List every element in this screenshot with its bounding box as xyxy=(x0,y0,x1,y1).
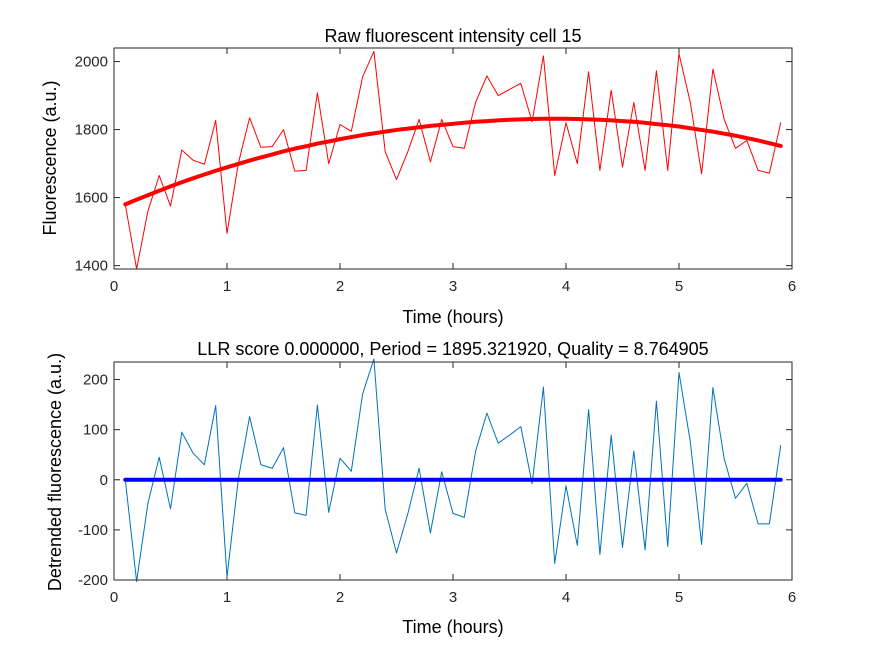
bottom-chart-y-tick-label: 0 xyxy=(100,472,108,489)
top-chart: Raw fluorescent intensity cell 15 Time (… xyxy=(40,26,796,327)
bottom-chart: LLR score 0.000000, Period = 1895.321920… xyxy=(45,339,796,637)
bottom-chart-y-tick-label: 200 xyxy=(83,372,108,389)
top-chart-x-axis-label: Time (hours) xyxy=(402,307,503,327)
bottom-chart-y-axis-label: Detrended fluorescence (a.u.) xyxy=(45,353,65,591)
bottom-chart-x-axis-label: Time (hours) xyxy=(402,617,503,637)
top-chart-x-tick-label: 3 xyxy=(449,278,457,295)
bottom-chart-series xyxy=(123,358,783,582)
top-chart-y-tick-label: 1800 xyxy=(75,122,108,139)
top-chart-y-tick-label: 1600 xyxy=(75,190,108,207)
bottom-chart-x-tick-label: 4 xyxy=(562,589,570,606)
top-chart-x-tick-label: 5 xyxy=(675,278,683,295)
top-chart-x-tick-label: 4 xyxy=(562,278,570,295)
bottom-chart-x-tick-label: 2 xyxy=(336,589,344,606)
top-chart-ticks: 0 1 2 3 4 5 6 1400 1600 1800 2000 xyxy=(75,48,796,295)
bottom-chart-x-tick-label: 6 xyxy=(788,589,796,606)
top-chart-y-axis-label: Fluorescence (a.u.) xyxy=(40,80,60,235)
top-chart-title: Raw fluorescent intensity cell 15 xyxy=(324,26,581,46)
top-chart-axes-box xyxy=(113,47,793,270)
top-chart-x-tick-label: 1 xyxy=(223,278,231,295)
bottom-chart-axes-box xyxy=(113,361,793,581)
top-chart-series xyxy=(123,50,783,270)
top-chart-y-tick-label: 1400 xyxy=(75,258,108,275)
bottom-chart-series-data-line xyxy=(124,358,782,582)
bottom-chart-x-tick-label: 3 xyxy=(449,589,457,606)
bottom-chart-x-tick-label: 0 xyxy=(110,589,118,606)
top-chart-y-tick-label: 2000 xyxy=(75,54,108,71)
bottom-chart-y-tick-label: -100 xyxy=(78,522,108,539)
top-chart-series-data-line xyxy=(124,50,782,270)
bottom-chart-y-tick-label: 100 xyxy=(83,422,108,439)
bottom-chart-y-tick-label: -200 xyxy=(78,572,108,589)
top-chart-series-trend-line xyxy=(123,116,783,207)
bottom-chart-ticks: 0 1 2 3 4 5 6 -200 -100 0 100 200 xyxy=(78,362,796,606)
bottom-chart-x-tick-label: 1 xyxy=(223,589,231,606)
top-chart-x-tick-label: 6 xyxy=(788,278,796,295)
top-chart-x-tick-label: 0 xyxy=(110,278,118,295)
bottom-chart-x-tick-label: 5 xyxy=(675,589,683,606)
top-chart-x-tick-label: 2 xyxy=(336,278,344,295)
bottom-chart-title: LLR score 0.000000, Period = 1895.321920… xyxy=(197,339,708,359)
